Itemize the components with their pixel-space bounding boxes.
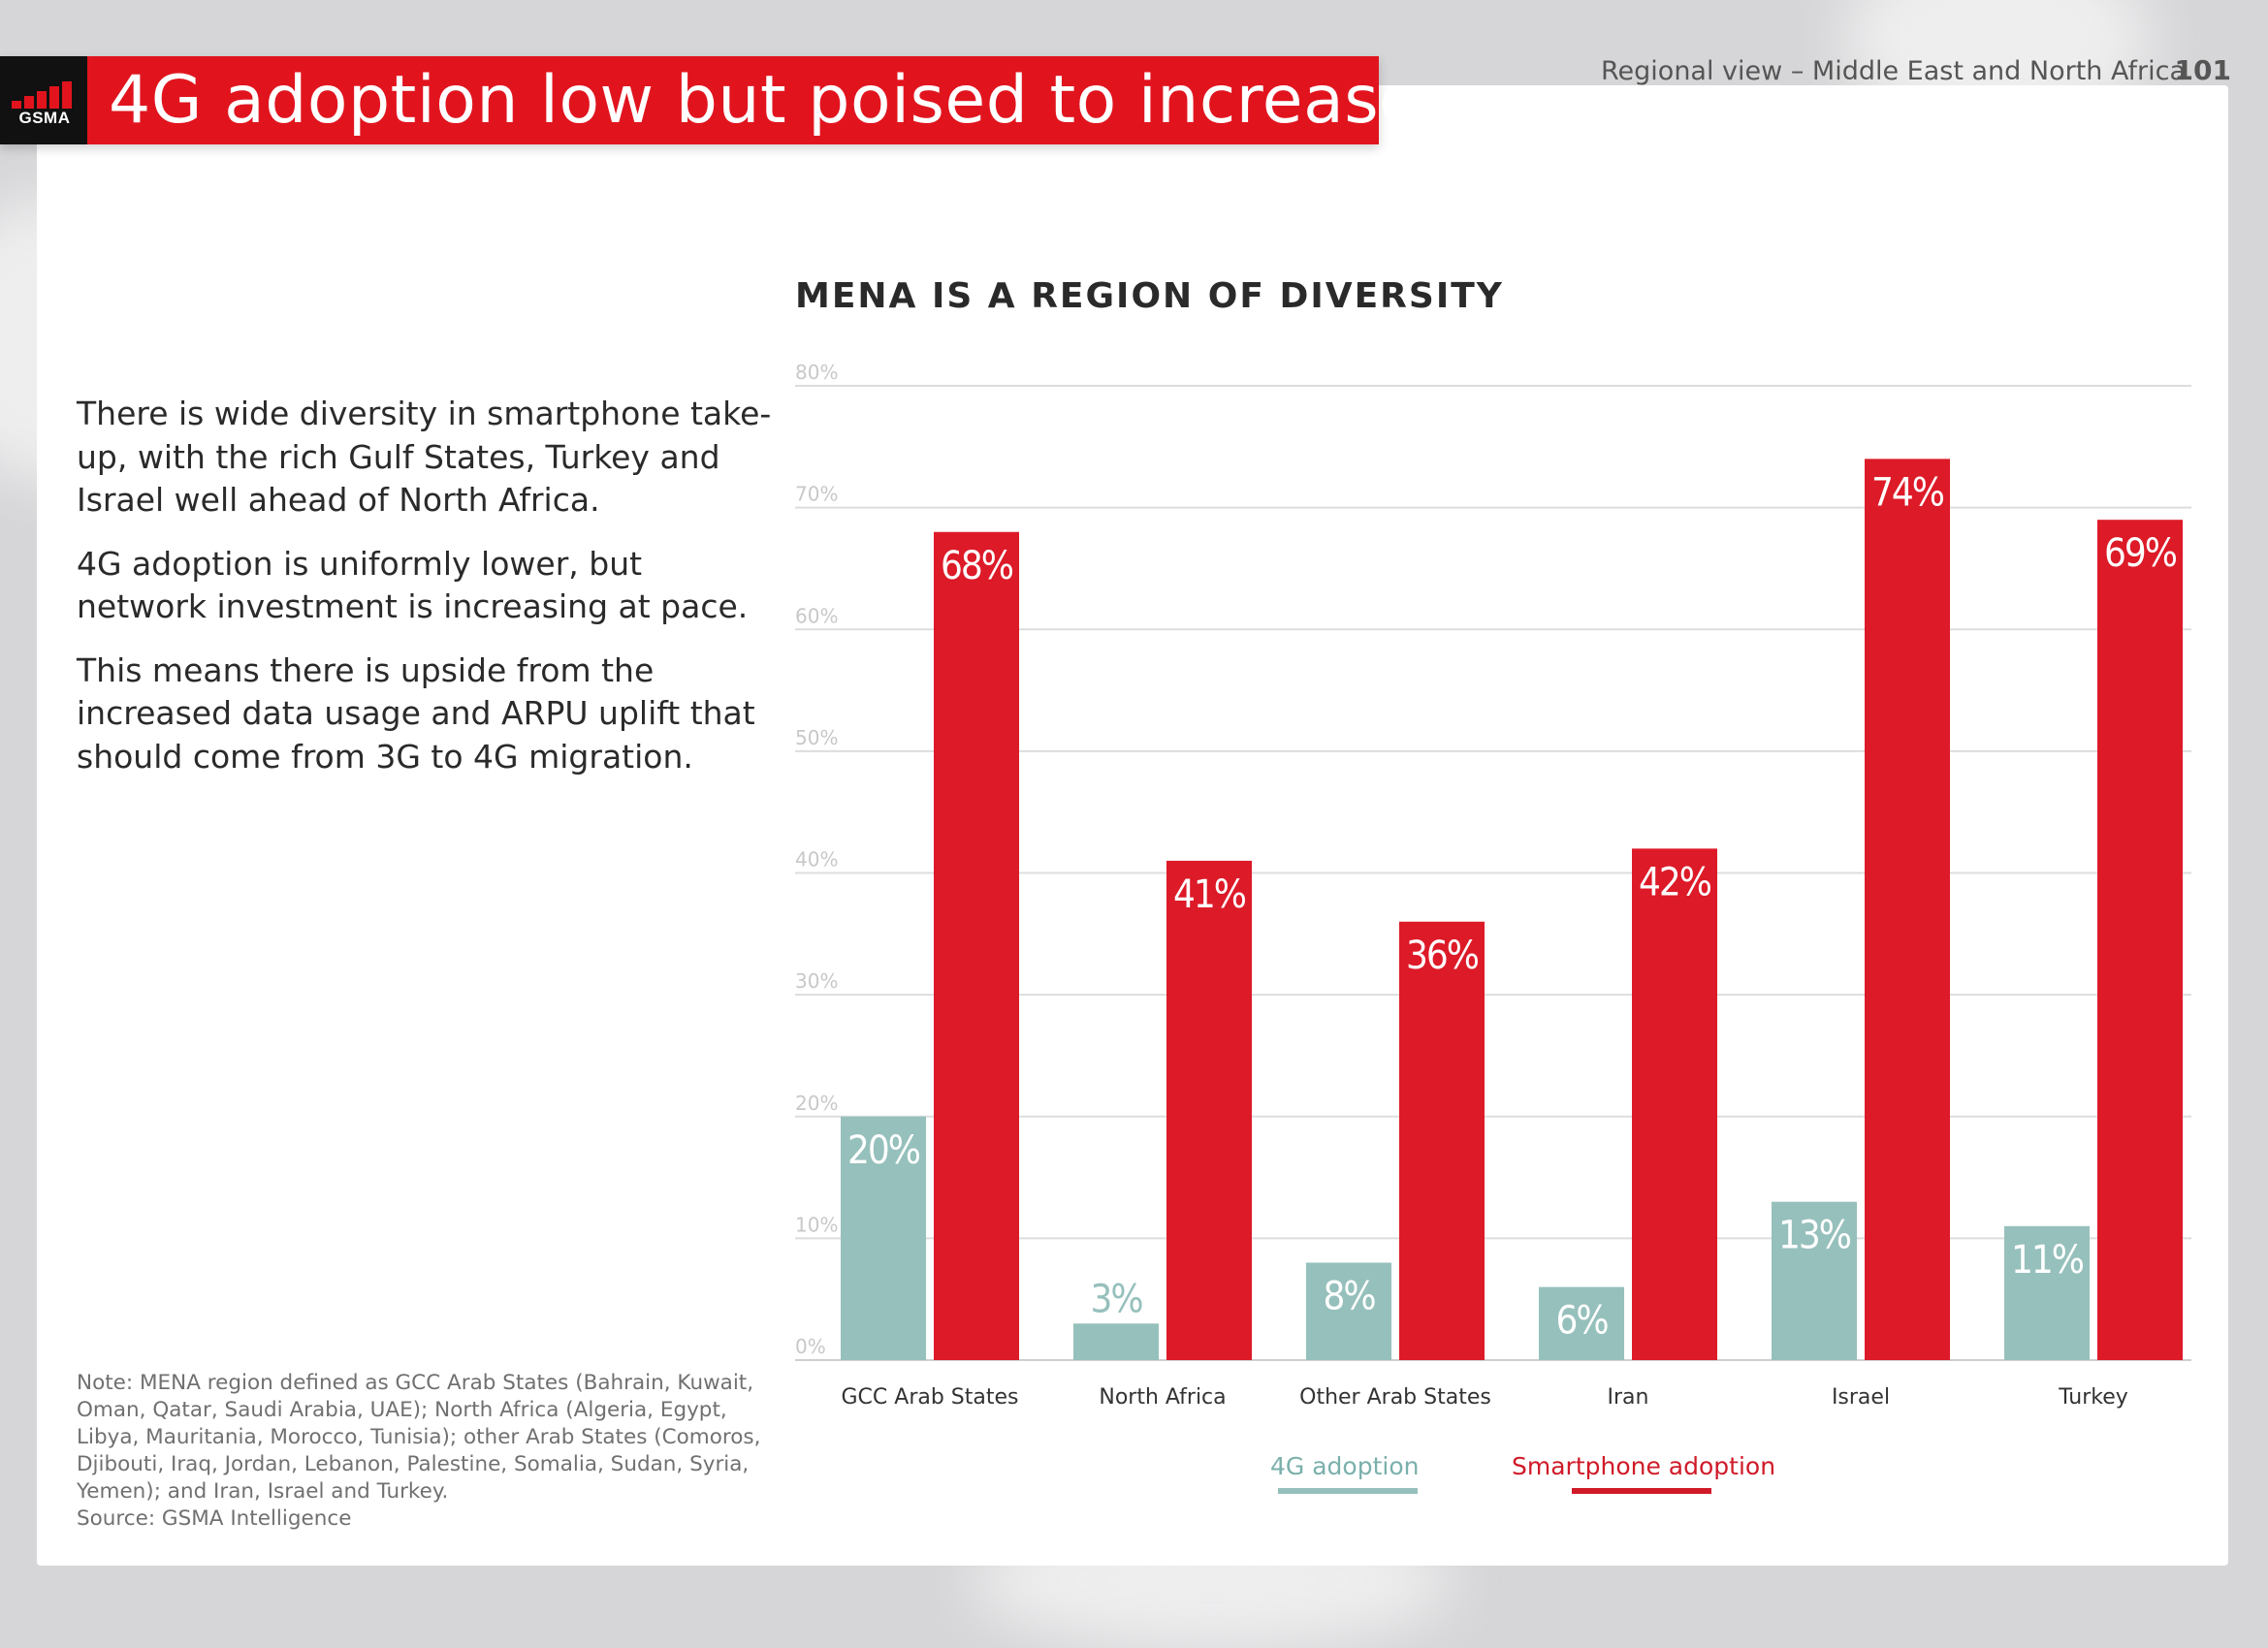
page-panel <box>37 85 2228 1566</box>
bar-4g <box>1539 1286 1624 1360</box>
x-tick-label: Israel <box>1832 1385 1890 1410</box>
data-label: 42% <box>1639 860 1711 904</box>
bar-smartphone <box>1865 459 1950 1360</box>
data-label: 11% <box>2011 1238 2084 1283</box>
data-label: 41% <box>1173 872 1246 917</box>
legend-smartphone: Smartphone adoption <box>1512 1452 1775 1494</box>
x-tick-label: GCC Arab States <box>842 1385 1019 1410</box>
legend-swatch-4g <box>1278 1488 1418 1494</box>
section-label: Regional view – Middle East and North Af… <box>1601 56 2186 86</box>
y-tick-label: 10% <box>795 1213 838 1236</box>
bar-smartphone <box>1632 848 1717 1360</box>
y-tick-label: 30% <box>795 969 838 993</box>
bar-4g <box>1073 1323 1159 1360</box>
bar-smartphone <box>1166 860 1252 1360</box>
page-number: 101 <box>2174 54 2231 86</box>
data-label: 8% <box>1323 1275 1375 1319</box>
footnote: Note: MENA region defined as GCC Arab St… <box>77 1370 775 1533</box>
legend-label-smartphone: Smartphone adoption <box>1512 1452 1776 1480</box>
x-tick-label: Turkey <box>2058 1385 2128 1410</box>
y-tick-label: 20% <box>795 1092 838 1115</box>
bar-smartphone <box>1399 921 1485 1360</box>
data-label: 6% <box>1555 1299 1608 1344</box>
legend-label-4g: 4G adoption <box>1270 1452 1420 1480</box>
page-title: 4G adoption low but poised to increase <box>109 62 1421 139</box>
body-paragraph-1: There is wide diversity in smartphone ta… <box>77 395 772 519</box>
body-paragraph-3: This means there is upside from the incr… <box>77 650 755 776</box>
data-label: 36% <box>1406 934 1479 978</box>
bar-4g <box>2004 1225 2090 1360</box>
y-tick-label: 80% <box>795 361 838 384</box>
logo-bars-icon <box>12 81 74 109</box>
y-tick-label: 40% <box>795 848 838 872</box>
footnote-text: Note: MENA region defined as GCC Arab St… <box>77 1371 761 1504</box>
data-label: 3% <box>1090 1277 1142 1321</box>
y-tick-label: 60% <box>795 604 838 627</box>
body-text: There is wide diversity in smartphone ta… <box>77 393 775 799</box>
title-banner: GSMA 4G adoption low but poised to incre… <box>0 56 1420 144</box>
body-paragraph-2: 4G adoption is uniformly lower, but netw… <box>77 544 749 626</box>
data-label: 13% <box>1778 1214 1851 1258</box>
bar-4g <box>841 1116 926 1360</box>
gsma-logo: GSMA <box>0 56 87 144</box>
y-tick-label: 50% <box>795 726 838 749</box>
data-label: 68% <box>941 544 1013 588</box>
legend-4g: 4G adoption <box>1270 1452 1419 1494</box>
x-tick-label: Iran <box>1608 1385 1649 1410</box>
data-label: 20% <box>847 1128 920 1173</box>
x-tick-label: North Africa <box>1099 1385 1226 1410</box>
x-tick-label: Other Arab States <box>1299 1385 1491 1410</box>
logo-text: GSMA <box>18 109 71 127</box>
source-text: Source: GSMA Intelligence <box>77 1506 352 1531</box>
bar-smartphone <box>2097 520 2183 1360</box>
bar-chart: 0% 10% 20% 30% 40% 50% 60% 70% 80% 20% 68% GCC Arab… <box>795 361 2191 1410</box>
y-tick-label: 0% <box>795 1335 826 1358</box>
bar-4g <box>1772 1201 1857 1360</box>
data-label: 69% <box>2104 531 2177 576</box>
y-tick-label: 70% <box>795 483 838 506</box>
data-label: 74% <box>1871 470 1944 515</box>
bar-4g <box>1306 1262 1391 1360</box>
chart-title: MENA IS A REGION OF DIVERSITY <box>795 276 1504 316</box>
bar-smartphone <box>934 531 1019 1360</box>
legend-swatch-smartphone <box>1572 1488 1711 1494</box>
